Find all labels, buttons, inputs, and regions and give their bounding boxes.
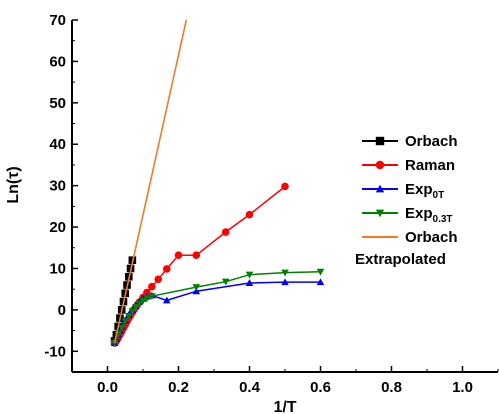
series-exp0t (110, 278, 325, 347)
data-point (245, 210, 254, 219)
legend-label: Raman (405, 157, 455, 174)
series-line (113, 20, 188, 344)
legend-item: Orbach (362, 133, 458, 150)
legend-item: Exp0T (362, 181, 444, 201)
x-axis-title: 1/T (273, 399, 296, 414)
data-point (139, 297, 147, 305)
data-point (121, 318, 130, 326)
x-tick-label: 0.6 (310, 379, 331, 396)
x-tick-label: 0.8 (381, 379, 402, 396)
data-point (132, 303, 140, 311)
y-axis-title: Ln(τ) (5, 166, 22, 203)
legend-label-subscript: 0T (433, 190, 445, 201)
y-tick-label: 10 (49, 260, 66, 277)
series-raman (110, 182, 289, 347)
data-point (162, 265, 171, 273)
data-point (125, 313, 133, 320)
data-point (135, 300, 144, 308)
legend-label: Exp0.3T (405, 205, 453, 225)
axes: 0.0 0.2 0.4 0.6 0.8 1.0 -10 0 10 20 30 40 50 60 70 (44, 12, 499, 396)
data-point (143, 295, 151, 303)
y-tick-label: 50 (49, 95, 66, 112)
data-point (281, 182, 289, 191)
y-tick-label: 30 (49, 178, 66, 195)
legend-label: Exp0T (405, 181, 444, 201)
data-point (148, 282, 156, 291)
legend-label-main: Exp (405, 181, 433, 198)
y-tick-label: 0 (58, 302, 66, 319)
plot-area (110, 20, 325, 347)
data-point (245, 279, 254, 287)
legend-label: Orbach (405, 133, 458, 150)
data-point (128, 308, 137, 315)
data-point (192, 284, 201, 291)
data-point (110, 339, 119, 347)
x-tick-label: 0.4 (239, 379, 261, 396)
data-point (316, 278, 325, 286)
x-tick-label: 1.0 (452, 379, 473, 396)
legend-item: Exp0.3T (362, 205, 453, 225)
data-point (192, 251, 201, 260)
legend-marker (375, 209, 385, 218)
y-tick-label: -10 (44, 343, 66, 360)
legend: OrbachRamanExp0TExp0.3TOrbachExtrapolate… (355, 133, 458, 268)
data-point (281, 278, 289, 286)
series-orbach-extrapolated (113, 20, 188, 344)
legend-label-subscript: 0.3T (433, 214, 453, 225)
series-line (114, 185, 286, 344)
legend-label-main: Orbach (405, 229, 458, 246)
legend-label: Orbach (405, 229, 458, 246)
data-point (117, 324, 126, 332)
data-point (154, 275, 163, 284)
data-point (162, 296, 171, 304)
legend-label-main: Orbach (405, 133, 458, 150)
data-point (245, 271, 254, 279)
data-point (316, 268, 325, 276)
data-point (221, 228, 230, 236)
legend-label-line2: Extrapolated (355, 251, 446, 268)
y-tick-label: 60 (49, 53, 66, 70)
data-point (148, 293, 156, 301)
legend-label-main: Exp (405, 205, 433, 222)
data-point (221, 278, 230, 286)
series-exp0-3t (110, 268, 325, 347)
legend-item: Orbach Extrapolated (355, 229, 458, 268)
x-tick-label: 0.0 (97, 379, 118, 396)
y-tick-label: 20 (49, 219, 66, 236)
legend-label-main: Raman (405, 157, 455, 174)
legend-marker (375, 160, 385, 170)
legend-marker (375, 136, 385, 146)
y-tick-label: 70 (49, 12, 66, 29)
y-tick-label: 40 (49, 136, 66, 153)
legend-marker (375, 184, 385, 193)
data-point (281, 269, 289, 277)
legend-item: Raman (362, 157, 455, 174)
data-point (174, 251, 183, 260)
x-tick-label: 0.2 (168, 379, 189, 396)
